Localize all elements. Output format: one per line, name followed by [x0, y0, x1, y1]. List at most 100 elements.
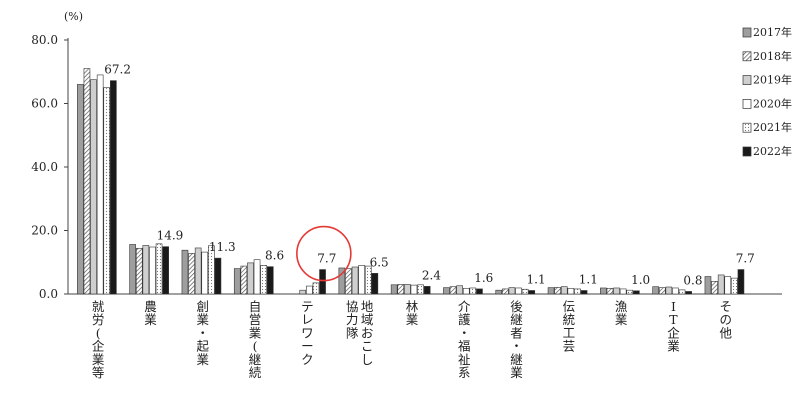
- data-label: 8.6: [265, 249, 284, 263]
- category-label-char: 継: [510, 352, 523, 367]
- bar: [476, 288, 483, 295]
- category-label-char: 業: [249, 325, 262, 340]
- bar: [208, 245, 215, 295]
- bar: [658, 287, 666, 295]
- legend-label: 2017年: [753, 25, 792, 39]
- data-label: 6.5: [370, 255, 389, 269]
- bar: [188, 253, 195, 295]
- bar: [633, 290, 640, 295]
- bar: [495, 289, 503, 295]
- category-label-char: 力: [346, 312, 359, 327]
- legend: 2017年 2018年 2019年 2020年 2021年 2022年: [742, 25, 792, 158]
- bar: [96, 74, 104, 295]
- bar: [266, 266, 274, 295]
- category-label-char: 福: [458, 339, 471, 354]
- bar: [142, 245, 150, 295]
- category-label-char: 芸: [563, 339, 576, 354]
- category-label-char: 漁: [615, 299, 628, 314]
- category-label-char: 護: [458, 312, 471, 327]
- bar: [240, 265, 248, 295]
- bar: [390, 284, 398, 295]
- data-label: 1.0: [631, 273, 650, 287]
- category-label-char: 協: [346, 299, 359, 314]
- bar: [731, 277, 738, 295]
- bar: [685, 291, 692, 295]
- bar: [103, 87, 111, 295]
- bar: [462, 287, 470, 295]
- bar: [456, 285, 463, 295]
- category-label-char: レ: [301, 312, 314, 327]
- category-label-char: ー: [301, 339, 314, 354]
- bar: [233, 268, 241, 295]
- data-labels-group: 67.2 14.9 11.3 8.6 7.7 6.5 2.4 1.6 1.1 1.1 1.0 0.8 7…: [104, 63, 755, 288]
- category-label-char: 業: [667, 339, 680, 354]
- category-label-char: ク: [301, 352, 314, 367]
- bar: [201, 251, 209, 295]
- category-label-char: 創: [196, 299, 209, 314]
- category-label-char: 業: [406, 312, 419, 327]
- bar: [351, 266, 359, 295]
- category-label-char: 継: [510, 312, 523, 327]
- legend-swatch: [742, 75, 752, 85]
- category-label-char: 業: [196, 352, 209, 367]
- bar: [417, 284, 424, 295]
- category-label-char: ・: [510, 339, 523, 354]
- category-label-char: お: [361, 325, 374, 340]
- bar: [528, 290, 536, 295]
- category-label-char: 労: [92, 312, 105, 327]
- bar: [619, 288, 627, 295]
- bar: [371, 273, 379, 295]
- data-label: 67.2: [104, 63, 131, 77]
- bar: [404, 284, 411, 295]
- category-label-char: ・: [458, 325, 471, 340]
- bar: [129, 244, 136, 295]
- legend-swatch: [742, 27, 752, 38]
- y-tick-label: 0.0: [39, 287, 58, 301]
- bar: [364, 265, 372, 295]
- bar: [554, 287, 561, 295]
- category-label-char: 工: [563, 325, 576, 340]
- bar: [181, 249, 189, 295]
- bar: [737, 269, 745, 295]
- bar: [312, 282, 320, 295]
- bar: [547, 287, 555, 295]
- category-label-char: ワ: [301, 325, 314, 340]
- bar: [410, 284, 418, 295]
- bar: [77, 84, 84, 295]
- data-label: 1.1: [527, 273, 546, 287]
- category-label-char: 営: [249, 312, 262, 327]
- legend-swatch: [742, 51, 752, 62]
- bar: [345, 268, 352, 295]
- category-label-char: 隊: [346, 325, 359, 340]
- bar: [521, 288, 529, 295]
- y-axis-unit-label: (%): [64, 10, 83, 23]
- highlight-circle: [296, 225, 352, 282]
- bar: [214, 257, 222, 295]
- category-label-char: 地: [361, 299, 374, 314]
- category-label-char: 他: [719, 325, 732, 340]
- bar: [83, 68, 91, 295]
- bar: [613, 287, 620, 295]
- data-label: 0.8: [683, 273, 702, 287]
- legend-label: 2021年: [753, 120, 792, 134]
- category-label-char: 林: [406, 299, 419, 314]
- bar: [469, 287, 477, 295]
- data-label: 1.1: [579, 273, 598, 287]
- category-label-char: 後: [510, 299, 523, 314]
- category-label-char: (: [96, 325, 101, 340]
- bar: [397, 284, 405, 295]
- category-labels-group: 就労(企業等農業創業・起業自営業(継続テレワーク地域おこし協力隊林業介護・福祉系…: [92, 299, 733, 380]
- bar: [560, 286, 568, 295]
- bar: [449, 286, 457, 295]
- bar: [515, 287, 522, 295]
- category-label-char: 起: [196, 339, 209, 354]
- bar: [90, 79, 97, 295]
- legend-label: 2022年: [753, 144, 792, 158]
- bar: [567, 287, 575, 295]
- legend-swatch: [742, 146, 752, 157]
- category-label-char: 継: [249, 352, 262, 367]
- bar: [711, 280, 718, 295]
- category-label-char: T: [669, 312, 678, 327]
- bar: [606, 287, 614, 295]
- bar-series-group: [77, 68, 745, 295]
